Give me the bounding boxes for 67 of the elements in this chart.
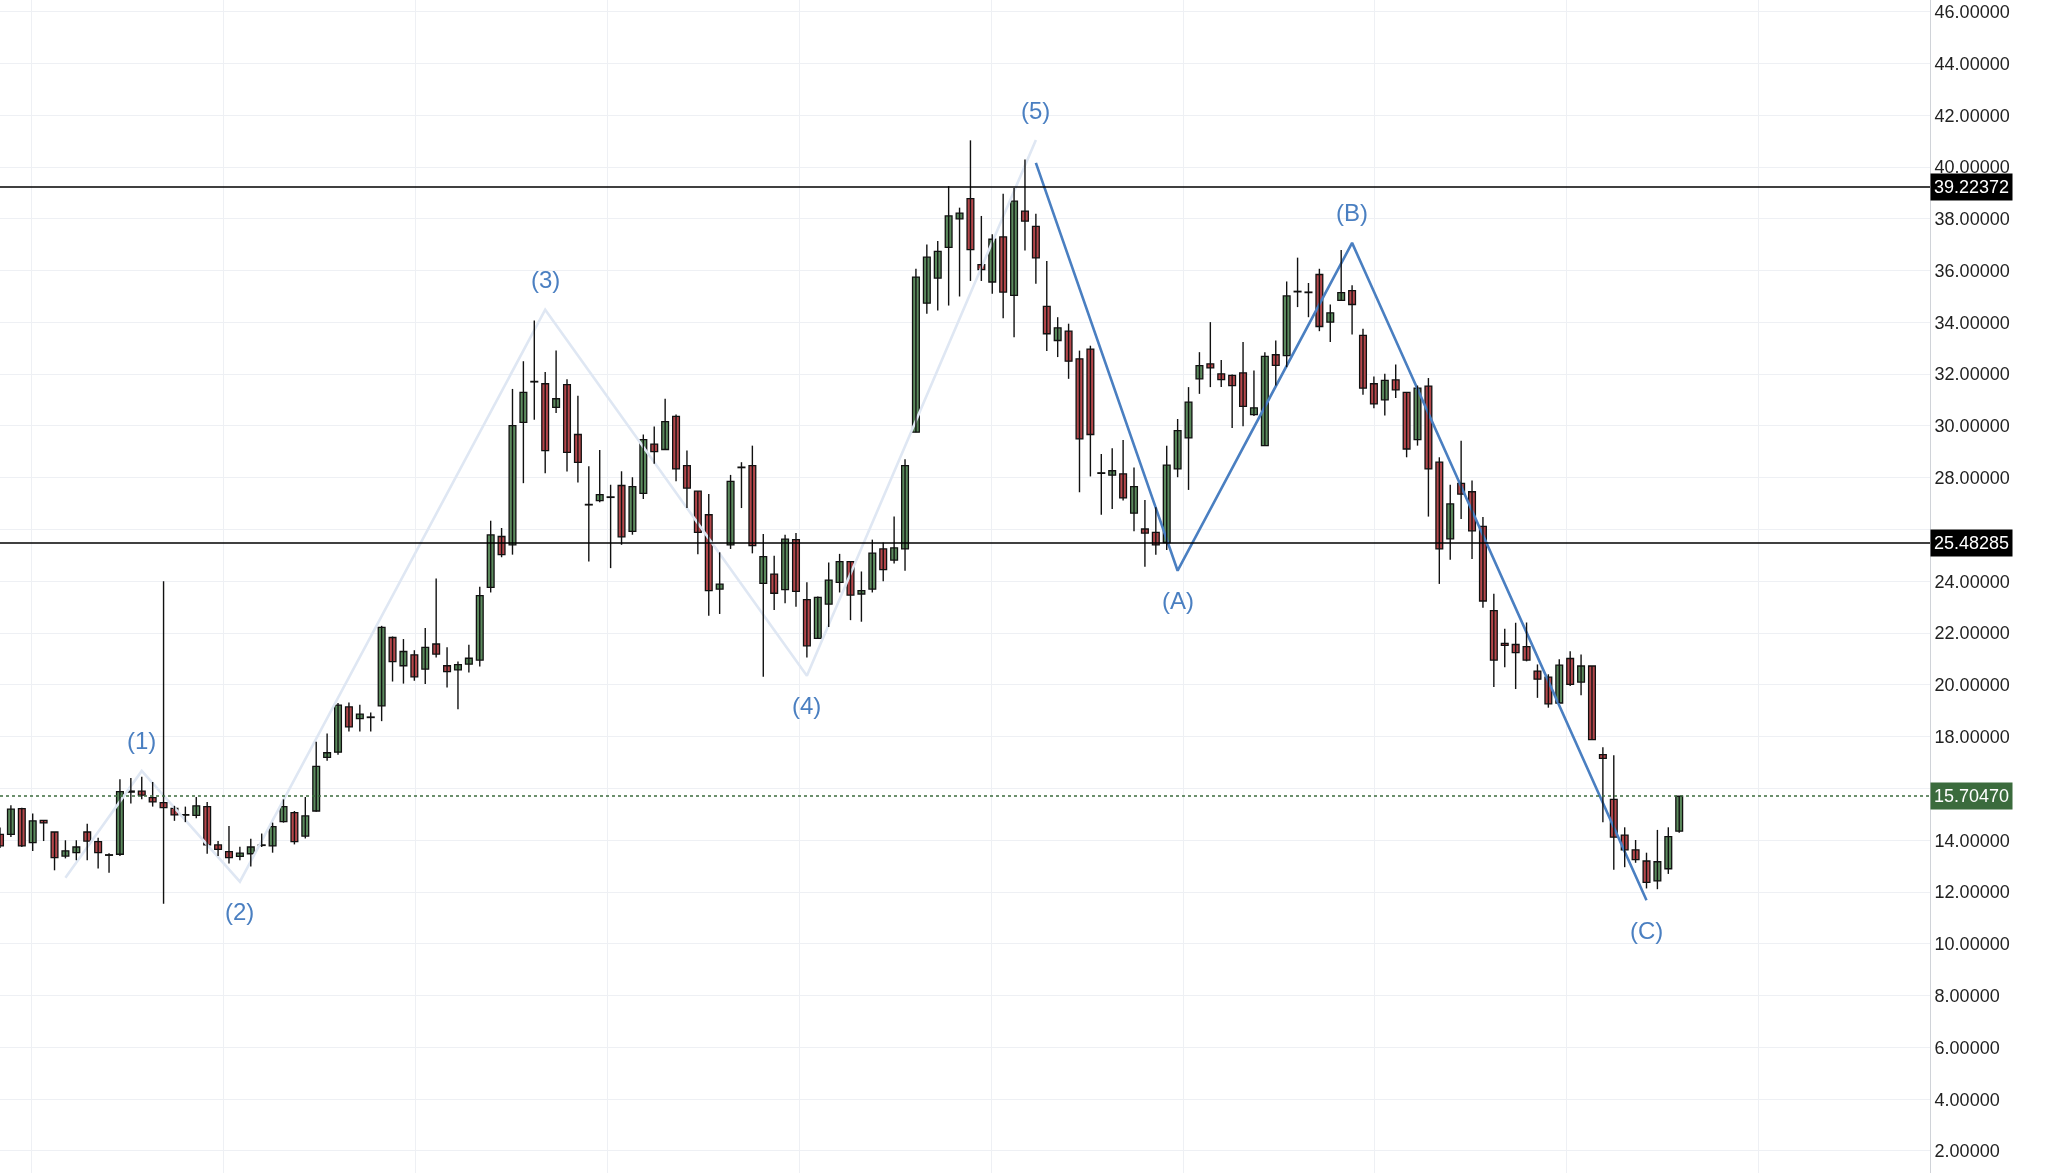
y-tick-label: 6.00000 <box>1934 1037 2000 1058</box>
candlestick <box>61 839 70 860</box>
candlestick <box>301 796 310 840</box>
y-tick-label: 10.00000 <box>1934 934 2010 955</box>
candlestick <box>508 388 517 556</box>
candlestick <box>366 711 375 733</box>
candlestick <box>1075 349 1084 493</box>
candlestick <box>148 781 157 808</box>
candlestick <box>1206 321 1215 388</box>
line-series <box>64 138 1038 883</box>
candlestick <box>192 796 201 819</box>
annotation: (4) <box>792 692 822 719</box>
y-tick-label: 20.00000 <box>1934 675 2010 696</box>
y-tick-label: 46.00000 <box>1934 1 2010 22</box>
candlestick <box>1587 665 1597 741</box>
y-tick-label: 44.00000 <box>1934 53 2010 74</box>
y-tick-label: 38.00000 <box>1934 209 2010 230</box>
y-tick-label: 28.00000 <box>1934 468 2010 489</box>
y-tick-label: 8.00000 <box>1934 985 2000 1006</box>
y-tick-label: 36.00000 <box>1934 260 2010 281</box>
candlestick <box>1108 447 1117 510</box>
y-tick-label: 22.00000 <box>1934 623 2010 644</box>
y-tick-label: 18.00000 <box>1934 726 2010 747</box>
annotation: (1) <box>127 727 157 754</box>
y-tick-label: 4.00000 <box>1934 1089 2000 1110</box>
candlestick <box>105 852 114 874</box>
annotation: (C) <box>1630 917 1664 944</box>
candlestick <box>1391 363 1400 399</box>
candlestick <box>1326 303 1335 343</box>
ref-line-label: 15.70470 <box>1934 786 2010 806</box>
candlestick <box>1642 851 1651 890</box>
annotation: (5) <box>1021 97 1051 124</box>
candlestick <box>606 484 615 569</box>
candlestick <box>39 819 48 842</box>
candlestick <box>737 461 746 509</box>
candlestick <box>1413 384 1422 447</box>
candlestick <box>584 465 593 563</box>
annotation: (B) <box>1336 199 1368 226</box>
candlestick <box>1184 386 1193 491</box>
candlestick <box>857 570 866 623</box>
ref-line-label: 39.22372 <box>1934 177 2010 197</box>
y-tick-label: 42.00000 <box>1934 105 2010 126</box>
candlestick <box>1097 453 1106 516</box>
y-tick-label: 30.00000 <box>1934 416 2010 437</box>
candlestick <box>650 425 659 465</box>
y-tick-label: 12.00000 <box>1934 882 2010 903</box>
y-tick-label: 14.00000 <box>1934 830 2010 851</box>
candlestick <box>1653 829 1662 890</box>
candlestick <box>1304 282 1313 318</box>
candlestick <box>1500 628 1509 668</box>
candlestick <box>279 798 288 824</box>
ref-line-label: 25.48285 <box>1934 533 2010 553</box>
candlestick <box>530 319 539 421</box>
y-tick-label: 32.00000 <box>1934 364 2010 385</box>
candlestick <box>410 649 419 682</box>
y-tick-label: 34.00000 <box>1934 312 2010 333</box>
annotation: (2) <box>225 898 255 925</box>
candlestick <box>83 822 92 861</box>
y-tick-label: 24.00000 <box>1934 571 2010 592</box>
annotation: (3) <box>531 266 561 293</box>
candlestick <box>824 561 833 628</box>
candlestick <box>1522 621 1531 663</box>
annotation: (A) <box>1162 587 1194 614</box>
candlestick <box>50 831 59 871</box>
y-tick-label: 40.00000 <box>1934 157 2010 178</box>
line-series <box>1034 161 1648 902</box>
y-tick-label: 2.00000 <box>1934 1141 2000 1162</box>
